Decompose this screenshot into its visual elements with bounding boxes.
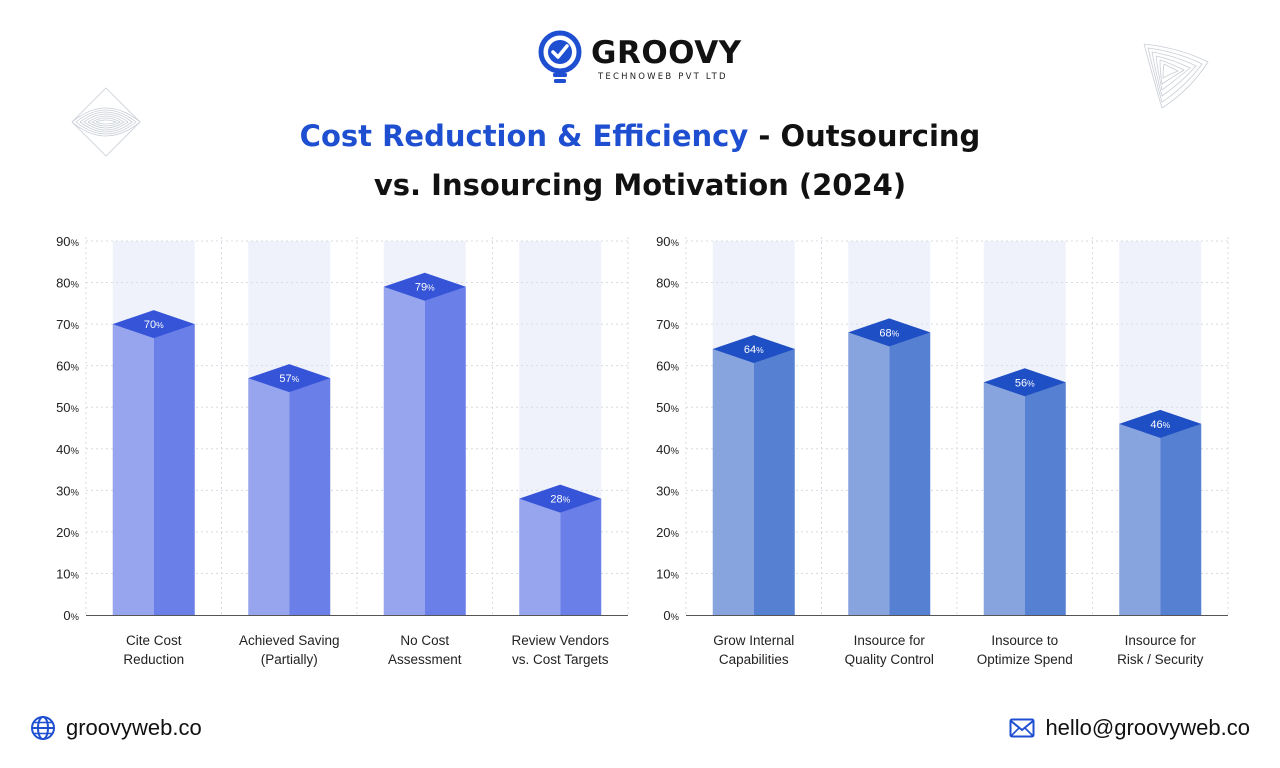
x-category-label: Review Vendors vs. Cost Targets — [511, 633, 610, 667]
y-tick-label: 60% — [56, 359, 79, 374]
y-tick-label: 80% — [56, 276, 79, 291]
bulb-check-icon — [538, 30, 582, 83]
chart-svg: 0% 10% 20% 30% 40% 50% 60% 70% 80% 90% 64% 68% 56% 46… — [656, 234, 1229, 623]
bar-value-label: 70% — [144, 319, 164, 331]
email-text: hello@groovyweb.co — [1045, 715, 1250, 740]
bar-face-left — [383, 286, 425, 615]
y-tick-label: 90% — [56, 234, 79, 249]
y-tick-label: 70% — [56, 317, 79, 332]
x-category-label: Achieved Saving (Partially) — [238, 633, 340, 667]
bar-top — [519, 484, 602, 513]
bar-face-right — [1160, 423, 1202, 615]
bar-value-label: 64% — [744, 344, 764, 356]
bar-value-label: 68% — [879, 327, 899, 339]
x-category-label: Cite Cost Reduction — [123, 633, 185, 667]
y-tick-label: 90% — [656, 234, 679, 249]
bar-top — [712, 335, 795, 364]
bar-top — [383, 272, 466, 301]
bar-face-right — [753, 349, 795, 615]
y-tick-label: 60% — [656, 359, 679, 374]
bar-face-left — [983, 382, 1025, 615]
bar-face-right — [560, 498, 602, 615]
title-highlight: Cost Reduction & Efficiency — [299, 119, 749, 153]
y-tick-label: 40% — [56, 442, 79, 457]
y-tick-label: 10% — [656, 566, 679, 581]
y-tick-label: 30% — [56, 483, 79, 498]
y-tick-label: 20% — [56, 525, 79, 540]
y-tick-label: 20% — [656, 525, 679, 540]
x-category-label: Insource for Quality Control — [844, 633, 934, 667]
bar-face-right — [424, 286, 466, 615]
brand-logo: GROOVY TECHNOWEB PVT LTD — [538, 30, 748, 90]
y-tick-label: 80% — [656, 276, 679, 291]
title-line1-rest: - Outsourcing — [748, 119, 981, 153]
y-tick-label: 0% — [663, 608, 679, 623]
bar-face-right — [153, 324, 195, 615]
title-line2: vs. Insourcing Motivation (2024) — [373, 168, 907, 202]
website-link[interactable]: groovyweb.co — [30, 712, 202, 744]
bar-face-left — [248, 378, 290, 615]
bar-top — [983, 368, 1066, 397]
y-tick-label: 40% — [656, 442, 679, 457]
chart-svg: 0% 10% 20% 30% 40% 50% 60% 70% 80% 90% 70% 57% 79% 28… — [56, 234, 629, 623]
mail-icon — [1009, 718, 1035, 738]
globe-icon — [31, 716, 55, 740]
bar-value-label: 56% — [1015, 377, 1035, 389]
brand-subtitle: TECHNOWEB PVT LTD — [598, 72, 728, 82]
y-tick-label: 30% — [656, 483, 679, 498]
email-link[interactable]: hello@groovyweb.co — [1009, 712, 1250, 744]
bar-top — [112, 310, 195, 339]
bar-value-label: 28% — [550, 494, 570, 506]
bar-face-right — [889, 332, 931, 615]
bar-face-right — [1024, 382, 1066, 615]
y-tick-label: 50% — [56, 400, 79, 415]
bar-value-label: 57% — [279, 373, 299, 385]
bar-top — [1119, 409, 1202, 438]
bar-face-left — [112, 324, 154, 615]
x-category-label: No Cost Assessment — [387, 633, 462, 667]
bar-top — [248, 364, 331, 393]
wave-pattern-decoration — [1143, 43, 1209, 109]
insourcing-chart: 0% 10% 20% 30% 40% 50% 60% 70% 80% 90% 64% 68% 56% 46… — [630, 226, 1250, 686]
website-text: groovyweb.co — [66, 715, 202, 740]
y-tick-label: 10% — [56, 566, 79, 581]
x-category-label: Insource to Optimize Spend — [976, 633, 1073, 667]
bar-face-left — [712, 349, 754, 615]
x-category-label: Grow Internal Capabilities — [713, 633, 795, 667]
outsourcing-chart: 0% 10% 20% 30% 40% 50% 60% 70% 80% 90% 70% 57% 79% 28… — [30, 226, 650, 686]
y-tick-label: 0% — [63, 608, 79, 623]
x-category-label: Insource for Risk / Security — [1117, 633, 1204, 667]
bar-face-left — [848, 332, 890, 615]
y-tick-label: 70% — [656, 317, 679, 332]
bar-face-right — [289, 378, 331, 615]
brand-name: GROOVY — [591, 35, 742, 71]
page-title: Cost Reduction & Efficiency - Outsourcin… — [0, 112, 1280, 210]
bar-face-left — [1119, 423, 1161, 615]
wave-pattern-decoration — [71, 87, 141, 157]
bar-value-label: 46% — [1150, 419, 1170, 431]
bar-top — [848, 318, 931, 347]
y-tick-label: 50% — [656, 400, 679, 415]
bar-value-label: 79% — [415, 282, 435, 294]
bar-face-left — [519, 498, 561, 615]
